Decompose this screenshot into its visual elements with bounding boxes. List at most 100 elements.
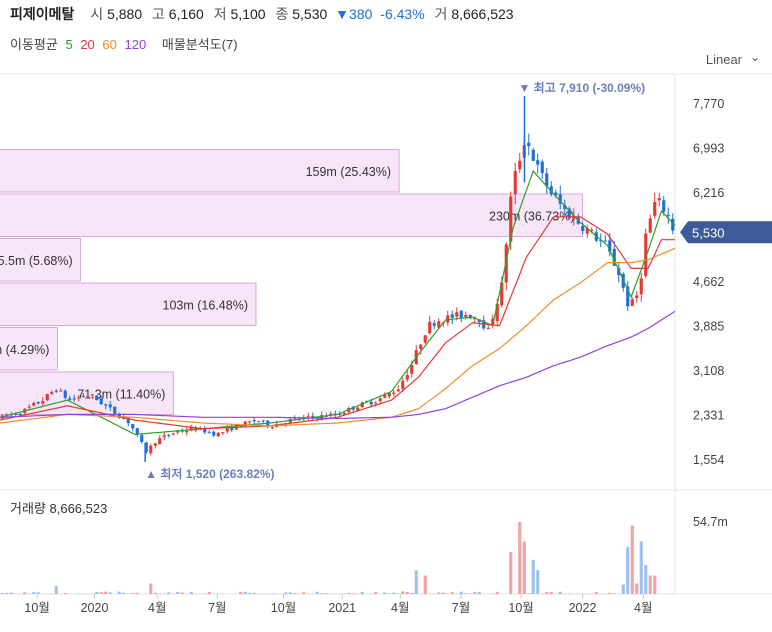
candle-body — [225, 428, 229, 432]
low-label: 저 — [213, 6, 227, 22]
candle-body — [612, 248, 616, 266]
candle-body — [41, 400, 45, 404]
volume-bar — [288, 592, 292, 594]
candle-body — [567, 208, 571, 219]
ma-5-label: 5 — [65, 37, 73, 52]
candle-body — [545, 173, 549, 187]
volume-bar — [324, 593, 328, 594]
candle-body — [423, 335, 427, 343]
ma-120-label: 120 — [124, 37, 147, 52]
chevron-down-icon[interactable]: ⌄ — [749, 50, 760, 64]
volume-bar — [0, 592, 4, 594]
candle-body — [342, 413, 346, 415]
candle-body — [99, 398, 103, 405]
candle-body — [171, 433, 175, 435]
candle-body — [261, 420, 265, 422]
x-tick-label: 7월 — [208, 601, 226, 615]
volume-bar — [77, 593, 81, 594]
volume-bar — [36, 592, 40, 594]
candle-body — [477, 319, 481, 323]
min-annotation: ▲ 최저 1,520 (263.82%) — [145, 466, 274, 481]
volume-bar — [450, 592, 454, 594]
quote-header: 피제이메탈 시 5,880 고 6,160 저 5,100 종 5,530 ▼3… — [10, 4, 514, 24]
volume-bar — [180, 592, 184, 594]
x-tick-label: 2022 — [569, 601, 597, 615]
candle-body — [608, 240, 612, 252]
candle-body — [162, 435, 166, 438]
candle-body — [108, 404, 112, 408]
volume-bar — [594, 592, 598, 594]
volume-bar — [639, 541, 643, 594]
candle-body — [50, 392, 54, 394]
candle-body — [554, 192, 558, 196]
candle-body — [527, 142, 531, 147]
candle-body — [378, 398, 382, 402]
volume-bar — [527, 593, 531, 594]
candle-body — [243, 421, 247, 427]
volume-bar — [293, 592, 297, 594]
candle-body — [635, 295, 639, 299]
candle-body — [428, 321, 432, 334]
candle-body — [603, 240, 607, 242]
candle-body — [392, 392, 396, 394]
volume-bar — [153, 592, 157, 594]
candle-body — [630, 299, 634, 306]
volume-bar — [635, 583, 639, 594]
volume-bar — [576, 593, 580, 594]
candle-body — [387, 392, 391, 397]
volume-bar — [626, 546, 630, 594]
x-tick-label: 2021 — [328, 601, 356, 615]
volume-bar — [23, 592, 27, 594]
ma120-line — [0, 310, 676, 419]
change-value: ▼380 — [335, 6, 373, 22]
volume-profile-toggle[interactable]: 매물분석도(7) — [161, 37, 238, 52]
candle-body — [459, 310, 463, 318]
volume-bar — [117, 591, 121, 594]
candle-body — [657, 198, 661, 201]
candle-body — [468, 314, 472, 319]
close-label: 종 — [275, 6, 289, 22]
volume-bar — [437, 592, 441, 594]
ma-legend[interactable]: 이동평균 5 20 60 120 매물분석도(7) — [10, 34, 242, 53]
ma20-line — [0, 216, 675, 430]
volume-bar — [104, 591, 108, 594]
candle-body — [63, 390, 67, 398]
volume-bar — [243, 591, 247, 594]
volume-profile-bar — [0, 149, 400, 193]
x-tick-label: 10월 — [24, 601, 49, 615]
x-tick-label: 2020 — [81, 601, 109, 615]
candle-body — [590, 229, 594, 231]
candle-body — [153, 443, 157, 446]
candle-body — [495, 303, 499, 322]
candle-body — [18, 414, 22, 416]
volume-profile-label: 71.3m (11.40%) — [77, 387, 165, 401]
candle-body — [491, 318, 495, 326]
ma5-line — [0, 169, 676, 436]
low-value: 5,100 — [230, 6, 266, 22]
candle-body — [306, 415, 310, 417]
candle-body — [252, 420, 256, 422]
scale-selector[interactable]: Linear — [705, 52, 742, 67]
volume-bar — [167, 592, 171, 594]
max-annotation: ▼ 최고 7,910 (-30.09%) — [518, 80, 645, 95]
candle-body — [536, 160, 540, 165]
candle-body — [572, 216, 576, 220]
candle-body — [126, 417, 130, 424]
volume-profile-bar — [0, 193, 584, 237]
candle-body — [549, 186, 553, 194]
volume-bar — [545, 591, 549, 594]
x-tick-label: 4월 — [148, 601, 166, 615]
volume-bar — [383, 592, 387, 594]
current-price-tag — [680, 221, 772, 244]
x-tick-label: 4월 — [391, 601, 409, 615]
candle-body — [486, 328, 490, 330]
volume-bar — [176, 591, 180, 594]
volume-bar — [612, 593, 616, 594]
volume-bar — [306, 593, 310, 594]
volume-bar — [347, 592, 351, 594]
candle-body — [369, 401, 373, 405]
volume-bar — [95, 591, 99, 594]
candle-body — [221, 432, 225, 434]
volume-bar — [360, 591, 364, 594]
